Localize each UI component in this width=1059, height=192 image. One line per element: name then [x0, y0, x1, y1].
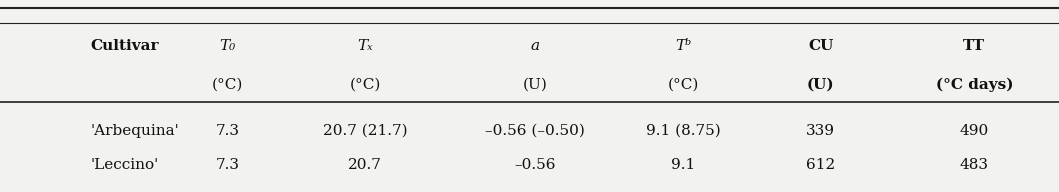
Text: CU: CU — [808, 39, 833, 53]
Text: 339: 339 — [806, 124, 836, 137]
Text: –0.56 (–0.50): –0.56 (–0.50) — [485, 124, 585, 137]
Text: Tₓ: Tₓ — [358, 39, 373, 53]
Text: Tᵇ: Tᵇ — [675, 39, 692, 53]
Text: (°C): (°C) — [212, 78, 244, 91]
Text: –0.56: –0.56 — [514, 158, 556, 172]
Text: a: a — [531, 39, 539, 53]
Text: 'Leccino': 'Leccino' — [90, 158, 158, 172]
Text: TT: TT — [964, 39, 985, 53]
Text: 20.7: 20.7 — [348, 158, 382, 172]
Text: 7.3: 7.3 — [216, 124, 239, 137]
Text: 7.3: 7.3 — [216, 158, 239, 172]
Text: 9.1: 9.1 — [671, 158, 695, 172]
Text: 490: 490 — [959, 124, 989, 137]
Text: 20.7 (21.7): 20.7 (21.7) — [323, 124, 408, 137]
Text: 'Arbequina': 'Arbequina' — [90, 124, 179, 137]
Text: 9.1 (8.75): 9.1 (8.75) — [646, 124, 720, 137]
Text: (°C days): (°C days) — [935, 77, 1013, 92]
Text: Cultivar: Cultivar — [90, 39, 159, 53]
Text: 612: 612 — [806, 158, 836, 172]
Text: T₀: T₀ — [219, 39, 236, 53]
Text: (°C): (°C) — [349, 78, 381, 91]
Text: (U): (U) — [522, 78, 548, 91]
Text: 483: 483 — [959, 158, 989, 172]
Text: (°C): (°C) — [667, 78, 699, 91]
Text: (U): (U) — [807, 78, 834, 91]
